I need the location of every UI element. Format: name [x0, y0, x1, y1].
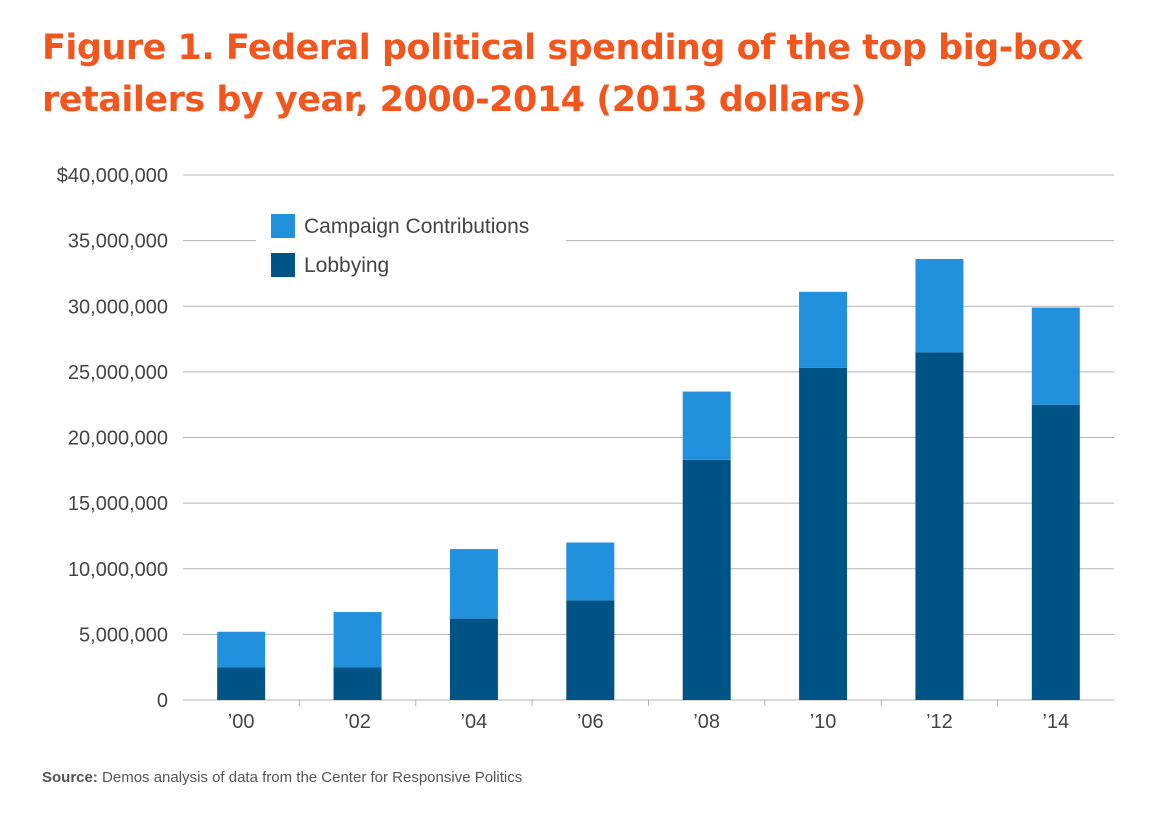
- bar-lobbying: [799, 367, 848, 700]
- bar-lobbying: [566, 600, 615, 700]
- bar-campaign-contributions: [799, 291, 848, 368]
- y-tick-label: 20,000,000: [68, 428, 168, 450]
- bar-campaign-contributions: [682, 391, 731, 460]
- bar-campaign-contributions: [449, 549, 498, 619]
- bar-campaign-contributions: [566, 542, 615, 601]
- legend-swatch: [271, 253, 295, 277]
- bar-campaign-contributions: [333, 612, 382, 668]
- x-tick-label: ’10: [810, 711, 837, 733]
- x-tick-label: ’06: [577, 711, 604, 733]
- bar-campaign-contributions: [915, 259, 964, 353]
- x-tick-label: ’08: [693, 711, 720, 733]
- bar-lobbying: [333, 667, 382, 700]
- bar-lobbying: [915, 352, 964, 700]
- source-label: Source:: [42, 769, 98, 786]
- legend-label: Campaign Contributions: [304, 215, 529, 238]
- y-tick-label: $40,000,000: [57, 165, 168, 187]
- source-text: Demos analysis of data from the Center f…: [97, 769, 523, 786]
- x-tick-label: ’04: [461, 711, 488, 733]
- y-tick-label: 25,000,000: [68, 362, 168, 384]
- legend: Campaign Contributions Lobbying: [256, 208, 566, 288]
- x-tick-label: ’00: [228, 711, 255, 733]
- bar-lobbying: [449, 618, 498, 700]
- x-axis-ticks: ’00 ’02 ’04 ’06 ’08 ’10 ’12 ’14: [228, 711, 1069, 733]
- legend-background: [256, 208, 566, 288]
- bar-lobbying: [1031, 404, 1080, 700]
- bar-campaign-contributions: [217, 631, 266, 668]
- legend-swatch: [271, 214, 295, 238]
- bar-lobbying: [217, 667, 266, 700]
- chart-title: Figure 1. Federal political spending of …: [42, 28, 1083, 120]
- legend-label: Lobbying: [304, 254, 389, 277]
- x-tick-label: ’02: [344, 711, 371, 733]
- y-tick-label: 15,000,000: [68, 493, 168, 515]
- y-tick-label: 0: [157, 690, 168, 712]
- y-tick-label: 35,000,000: [68, 231, 168, 253]
- x-tick-label: ’14: [1042, 711, 1069, 733]
- y-tick-label: 30,000,000: [68, 296, 168, 318]
- bar-campaign-contributions: [1031, 307, 1080, 405]
- y-tick-label: 10,000,000: [68, 559, 168, 581]
- x-tick-label: ’12: [926, 711, 953, 733]
- y-tick-label: 5,000,000: [79, 624, 168, 646]
- source-note: Source: Demos analysis of data from the …: [42, 769, 522, 786]
- y-axis-ticks: 0 5,000,000 10,000,000 15,000,000 20,000,000…: [57, 165, 168, 712]
- bar-lobbying: [682, 459, 731, 700]
- bars: [217, 259, 1080, 700]
